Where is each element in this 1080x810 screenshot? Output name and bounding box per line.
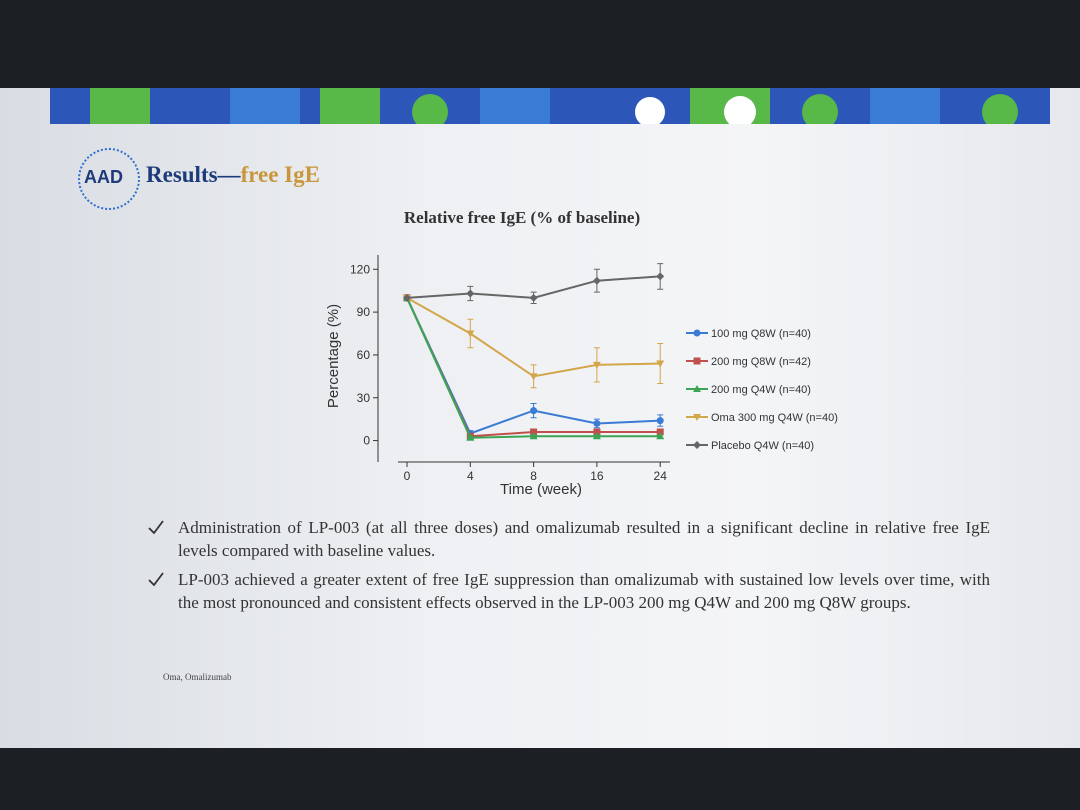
legend-marker (693, 329, 701, 337)
y-tick-label: 90 (357, 305, 371, 319)
marker (656, 360, 665, 368)
marker (466, 330, 475, 338)
marker (466, 433, 475, 441)
chart: Relative free IgE (% of baseline) Time (… (325, 208, 838, 498)
marker (403, 293, 411, 302)
legend-label: Placebo Q4W (n=40) (711, 440, 814, 452)
legend-label: 200 mg Q4W (n=40) (711, 384, 811, 396)
marker (466, 289, 475, 298)
slide-title: Results—free IgE (146, 162, 320, 188)
x-tick-label: 24 (654, 469, 668, 483)
marker (593, 428, 601, 436)
legend-marker (693, 414, 701, 421)
marker (592, 432, 601, 440)
y-tick-label: 120 (350, 262, 370, 276)
marker (592, 361, 601, 369)
legend-marker (693, 357, 701, 365)
y-axis-label: Percentage (%) (325, 304, 342, 408)
marker (529, 432, 538, 440)
y-tick-label: 60 (357, 348, 371, 362)
logo-text: AAD (84, 167, 123, 187)
check-icon (148, 572, 164, 586)
y-tick-label: 0 (363, 434, 370, 448)
marker (530, 407, 538, 415)
legend-label: Oma 300 mg Q4W (n=40) (711, 412, 838, 424)
legend-marker (693, 385, 701, 392)
legend-label: 100 mg Q8W (n=40) (711, 328, 811, 340)
marker (656, 432, 665, 440)
check-icon (148, 520, 164, 534)
footnote: Oma, Omalizumab (163, 672, 232, 682)
bullet-text: Administration of LP-003 (at all three d… (178, 518, 990, 560)
chart-title: Relative free IgE (% of baseline) (404, 208, 640, 227)
logo: AAD (78, 148, 140, 210)
bullet: Administration of LP-003 (at all three d… (148, 516, 990, 562)
slide (0, 88, 1080, 748)
marker (656, 272, 665, 281)
legend-marker (693, 441, 701, 449)
marker (656, 428, 664, 436)
marker (656, 417, 664, 425)
title-highlight: free IgE (240, 162, 320, 187)
x-tick-label: 8 (530, 469, 537, 483)
x-tick-label: 0 (404, 469, 411, 483)
legend-label: 200 mg Q8W (n=42) (711, 356, 811, 368)
x-axis-label: Time (week) (500, 481, 582, 498)
bullet-text: LP-003 achieved a greater extent of free… (178, 570, 990, 612)
marker (529, 293, 538, 302)
marker (529, 373, 538, 381)
x-tick-label: 4 (467, 469, 474, 483)
marker (530, 428, 538, 436)
x-tick-label: 16 (590, 469, 604, 483)
marker (592, 276, 601, 285)
title-text: Results— (146, 162, 241, 187)
y-tick-label: 30 (357, 391, 371, 405)
bullet: LP-003 achieved a greater extent of free… (148, 568, 990, 614)
marker (593, 419, 601, 427)
banner (50, 88, 1050, 124)
